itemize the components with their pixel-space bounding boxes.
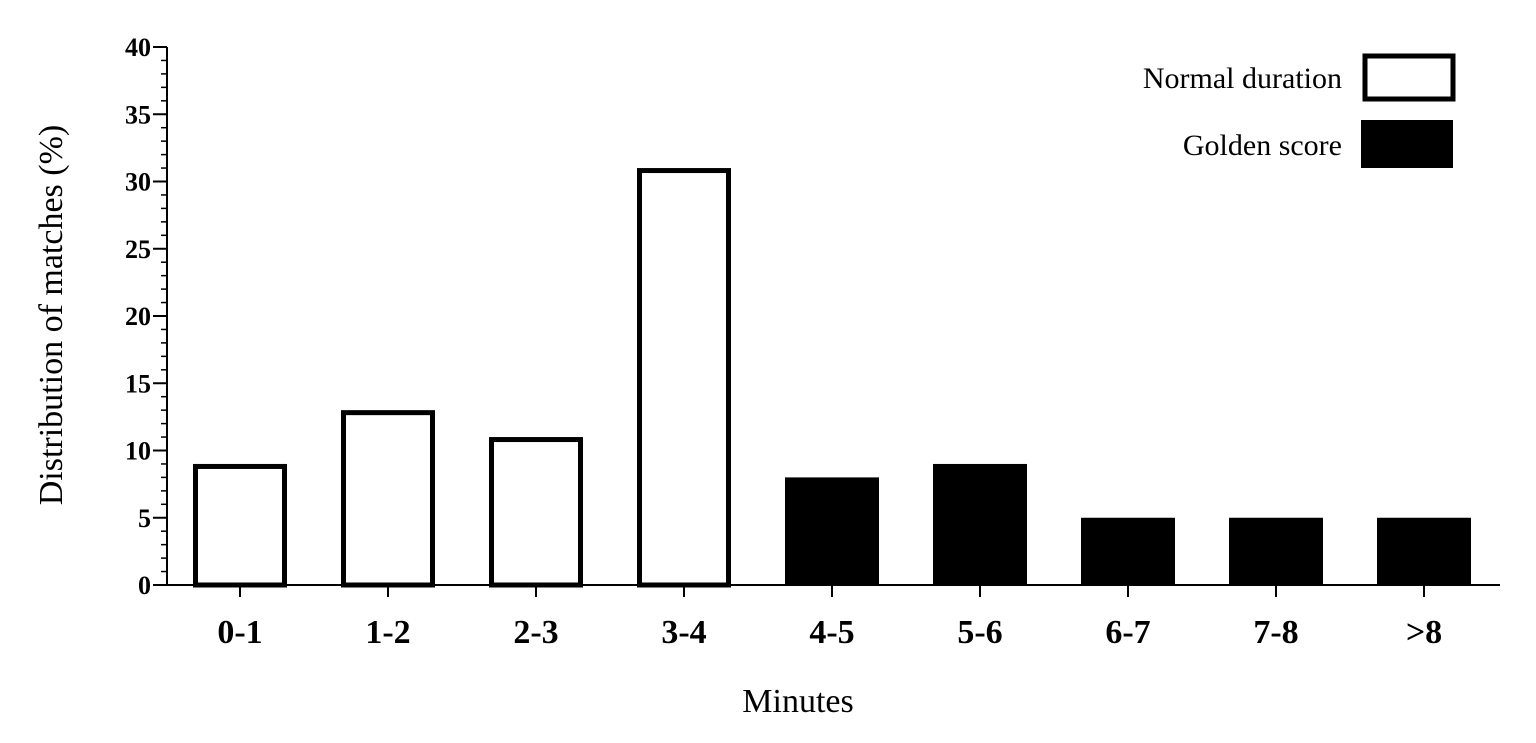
x-tick-label: 0-1 <box>217 614 262 651</box>
bar-56 <box>933 463 1027 585</box>
bar-8 <box>1377 517 1471 585</box>
x-tick-label: 6-7 <box>1105 614 1150 651</box>
bars <box>193 168 1471 588</box>
y-tick-label: 25 <box>125 235 151 264</box>
y-tick-label: 35 <box>125 100 151 129</box>
x-tick-label: 1-2 <box>365 614 410 651</box>
y-axis-title: Distribution of matches (%) <box>33 125 70 506</box>
y-tick-label: 30 <box>125 168 151 197</box>
y-tick-label: 40 <box>125 33 151 62</box>
bar-45 <box>785 477 879 585</box>
bar-78 <box>1229 517 1323 585</box>
x-tick-label: >8 <box>1406 614 1442 651</box>
x-tick-label: 7-8 <box>1253 614 1298 651</box>
y-tick-label: 10 <box>125 437 151 466</box>
bar-67 <box>1081 517 1175 585</box>
y-tick-label: 15 <box>125 369 151 398</box>
x-tick-label: 5-6 <box>957 614 1002 651</box>
legend-swatch-golden-score <box>1361 120 1453 168</box>
y-tick-label: 0 <box>138 571 151 600</box>
bar-01 <box>193 463 287 588</box>
bar-23 <box>489 437 583 588</box>
x-tick-label: 2-3 <box>513 614 558 651</box>
x-tick-label: 4-5 <box>809 614 854 651</box>
legend-label: Normal duration <box>1143 62 1342 95</box>
legend: Normal duration Golden score <box>1143 53 1456 168</box>
x-tick-label: 3-4 <box>661 614 706 651</box>
legend-label: Golden score <box>1183 129 1342 162</box>
x-axis-title: Minutes <box>742 683 853 720</box>
y-axis: 0 5 10 15 20 25 30 35 40 <box>125 33 168 600</box>
y-tick-label: 5 <box>138 504 151 533</box>
x-axis: 0-1 1-2 2-3 3-4 4-5 5-6 6-7 7-8 >8 <box>167 584 1500 651</box>
bar-12 <box>341 410 435 588</box>
bar-34 <box>637 168 731 588</box>
y-tick-label: 20 <box>125 302 151 331</box>
legend-swatch-normal-duration <box>1362 53 1456 102</box>
